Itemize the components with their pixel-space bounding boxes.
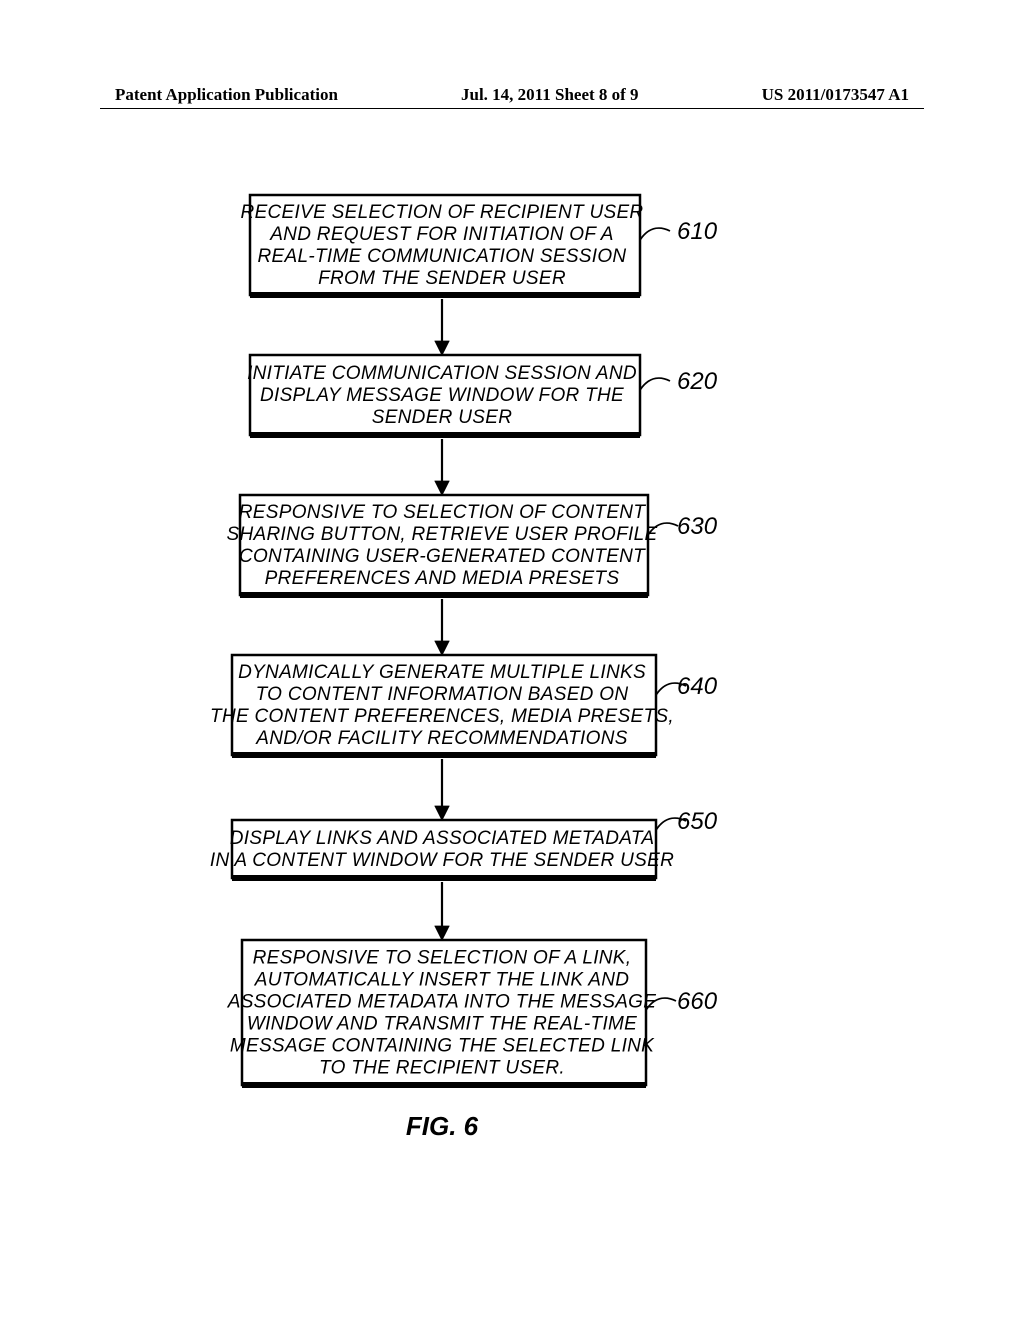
- flow-box-text-610-2: REAL-TIME COMMUNICATION SESSION: [258, 246, 627, 267]
- flow-box-text-610-0: RECEIVE SELECTION OF RECIPIENT USER: [241, 202, 644, 223]
- flow-box-text-650-1: IN A CONTENT WINDOW FOR THE SENDER USER: [210, 850, 674, 871]
- flow-box-text-640-2: THE CONTENT PREFERENCES, MEDIA PRESETS,: [210, 706, 674, 727]
- flow-box-text-660-5: TO THE RECIPIENT USER.: [319, 1058, 565, 1079]
- flow-box-text-640-3: AND/OR FACILITY RECOMMENDATIONS: [255, 728, 627, 749]
- flow-box-text-620-1: DISPLAY MESSAGE WINDOW FOR THE: [260, 385, 624, 406]
- flow-box-text-630-3: PREFERENCES AND MEDIA PRESETS: [265, 568, 620, 589]
- callout-650: 650: [677, 808, 718, 835]
- callout-630: 630: [677, 513, 718, 540]
- flow-box-text-630-2: CONTAINING USER-GENERATED CONTENT: [239, 546, 646, 567]
- page: Patent Application Publication Jul. 14, …: [0, 0, 1024, 1320]
- flow-box-text-660-1: AUTOMATICALLY INSERT THE LINK AND: [254, 970, 630, 991]
- page-header: Patent Application Publication Jul. 14, …: [0, 85, 1024, 105]
- flow-box-text-630-0: RESPONSIVE TO SELECTION OF CONTENT: [239, 502, 647, 523]
- header-center: Jul. 14, 2011 Sheet 8 of 9: [461, 85, 639, 105]
- flow-box-text-650-0: DISPLAY LINKS AND ASSOCIATED METADATA: [230, 828, 655, 849]
- flow-box-text-630-1: SHARING BUTTON, RETRIEVE USER PROFILE: [227, 524, 658, 545]
- callout-leader-620: [640, 378, 670, 390]
- callout-660: 660: [677, 988, 718, 1015]
- flow-box-text-660-0: RESPONSIVE TO SELECTION OF A LINK,: [253, 948, 632, 969]
- callout-620: 620: [677, 368, 718, 395]
- flow-box-text-640-1: TO CONTENT INFORMATION BASED ON: [256, 684, 629, 705]
- flow-box-text-620-2: SENDER USER: [372, 407, 513, 428]
- flow-box-text-620-0: INITIATE COMMUNICATION SESSION AND: [247, 363, 637, 384]
- flowchart-container: RECEIVE SELECTION OF RECIPIENT USERAND R…: [0, 185, 1024, 1245]
- flow-box-text-640-0: DYNAMICALLY GENERATE MULTIPLE LINKS: [238, 662, 646, 683]
- flow-box-text-660-2: ASSOCIATED METADATA INTO THE MESSAGE: [227, 992, 657, 1013]
- figure-label: FIG. 6: [406, 1111, 479, 1141]
- header-left: Patent Application Publication: [115, 85, 338, 105]
- flow-box-text-610-3: FROM THE SENDER USER: [318, 268, 566, 289]
- flow-box-text-610-1: AND REQUEST FOR INITIATION OF A: [269, 224, 614, 245]
- callout-leader-610: [640, 228, 670, 240]
- header-right: US 2011/0173547 A1: [762, 85, 909, 105]
- callout-610: 610: [677, 218, 718, 245]
- flow-box-text-660-3: WINDOW AND TRANSMIT THE REAL-TIME: [247, 1014, 637, 1035]
- flowchart-svg: RECEIVE SELECTION OF RECIPIENT USERAND R…: [122, 185, 902, 1245]
- callout-640: 640: [677, 673, 718, 700]
- header-rule: [100, 108, 924, 109]
- flow-box-text-660-4: MESSAGE CONTAINING THE SELECTED LINK: [230, 1036, 655, 1057]
